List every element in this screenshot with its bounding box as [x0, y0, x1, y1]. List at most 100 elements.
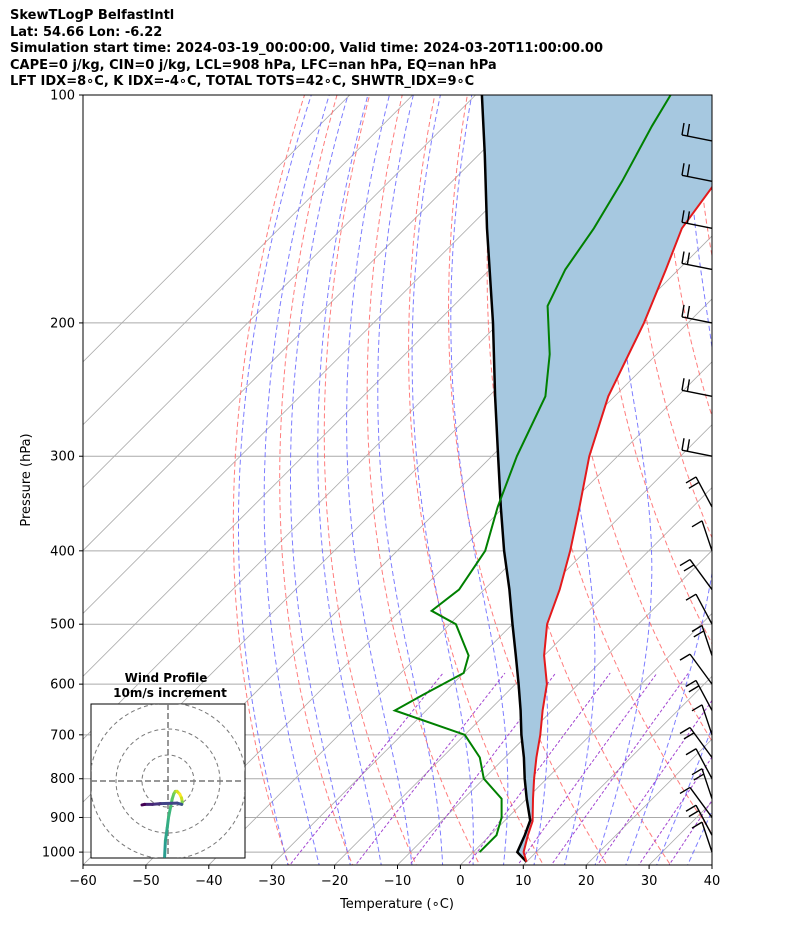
header-line-latlon: Lat: 54.66 Lon: -6.22: [10, 24, 163, 40]
wind-barbs: [679, 122, 713, 853]
y-tick-label: 100: [50, 89, 75, 104]
mixing-ratio-line: [638, 756, 712, 865]
header-line-station: SkewTLogP BelfastIntl: [10, 8, 175, 23]
x-tick-label: 20: [578, 874, 595, 889]
hodograph-trace-segment: [140, 802, 147, 807]
wind-barb: [685, 804, 713, 836]
mixing-ratio-line: [550, 672, 689, 865]
mixing-ratio-line: [289, 672, 444, 865]
wind-barb: [691, 704, 713, 736]
isotherm-line: [83, 95, 539, 552]
moist-adiabat: [710, 95, 794, 883]
hodograph-trace-segment: [167, 805, 173, 819]
y-tick-label: 400: [50, 544, 75, 559]
dry-adiabat: [560, 95, 712, 743]
isotherm-line: [271, 424, 712, 865]
dry-adiabat: [728, 95, 794, 883]
wind-barb: [681, 378, 713, 397]
y-tick-label: 900: [50, 811, 75, 826]
x-tick-label: 10: [515, 874, 532, 889]
mixing-ratio-line: [668, 799, 712, 865]
wind-barb: [691, 624, 713, 656]
dry-adiabat: [408, 95, 544, 865]
y-tick-label: 500: [50, 618, 75, 633]
hodograph-trace-segment: [165, 815, 171, 830]
wind-barb: [681, 163, 713, 182]
cape-shading: [481, 95, 712, 862]
temperature-profile-line: [522, 185, 712, 863]
mixing-ratio-line: [354, 672, 506, 865]
wind-barb: [691, 821, 713, 853]
profiles: [392, 95, 712, 863]
y-tick-label: 300: [50, 450, 75, 465]
header-line-indices: LFT IDX=8∘C, K IDX=-4∘C, TOTAL TOTS=42∘C…: [10, 74, 475, 90]
moist-adiabat: [625, 95, 712, 865]
chart-header: SkewTLogP BelfastIntl Lat: 54.66 Lon: -6…: [10, 8, 603, 91]
hodograph-trace-segment: [163, 826, 169, 843]
moist-adiabat: [450, 95, 509, 865]
moist-adiabat: [687, 809, 712, 865]
y-tick-label: 600: [50, 678, 75, 693]
x-tick-label: 30: [641, 874, 658, 889]
y-axis-label: Pressure (hPa): [19, 433, 34, 526]
wind-barb: [679, 653, 713, 685]
x-tick-label: −30: [258, 874, 285, 889]
moist-adiabat: [411, 95, 474, 865]
dry-adiabat: [366, 95, 481, 865]
y-tick-label: 200: [50, 316, 75, 331]
x-tick-label: 0: [456, 874, 464, 889]
wind-barb: [681, 304, 713, 324]
header-line-times: Simulation start time: 2024-03-19_00:00:…: [10, 41, 603, 57]
y-tick-label: 800: [50, 772, 75, 787]
dry-adiabat: [232, 95, 305, 865]
isotherm-line: [396, 549, 712, 865]
x-tick-label: −60: [69, 874, 96, 889]
moist-adiabat: [594, 95, 653, 865]
wind-barb: [685, 679, 713, 711]
moist-adiabat: [238, 95, 312, 865]
moist-adiabat: [263, 95, 330, 865]
y-tick-label: 1000: [42, 846, 75, 861]
isotherm-line: [334, 487, 712, 865]
hodograph-trace-segment: [163, 839, 167, 858]
wind-barb: [681, 438, 713, 457]
wind-barb: [685, 748, 713, 780]
cape-fill-area: [481, 95, 712, 862]
wind-barb: [681, 122, 713, 142]
wind-barb: [679, 558, 713, 590]
isotherm-line: [459, 612, 712, 865]
header-line-cape: CAPE=0 j/kg, CIN=0 j/kg, LCL=908 hPa, LF…: [10, 57, 497, 73]
dewpoint-profile-line: [392, 95, 672, 853]
mixing-ratio-line: [467, 672, 611, 865]
hodograph-plot: [91, 704, 245, 858]
dry-adiabat: [323, 95, 417, 865]
y-tick-label: 700: [50, 728, 75, 743]
x-tick-label: 40: [704, 874, 721, 889]
isotherm-line: [711, 864, 712, 865]
moist-adiabat: [290, 95, 351, 865]
moist-adiabat: [656, 726, 712, 865]
dry-adiabat: [279, 95, 354, 865]
hodograph-trace-segment: [158, 801, 179, 806]
grid-layer: [83, 95, 794, 883]
wind-barb: [679, 786, 713, 818]
isotherm-line: [83, 95, 476, 489]
wind-barb: [685, 476, 713, 508]
dry-adiabat: [448, 95, 608, 865]
moist-adiabat: [547, 95, 596, 865]
dry-adiabat: [761, 95, 794, 883]
x-axis-label: Temperature (∘C): [339, 897, 454, 912]
wind-barb: [681, 251, 713, 271]
x-tick-label: −20: [321, 874, 348, 889]
moist-adiabat: [377, 95, 444, 865]
moist-adiabat: [346, 95, 413, 865]
isotherm-line: [83, 95, 351, 363]
isotherm-line: [83, 95, 413, 426]
y-axis: 1000 900 800 700 600 500 400 300 200 100: [42, 89, 83, 861]
isotherm-line: [83, 95, 602, 614]
hodograph-title: Wind Profile: [125, 671, 208, 685]
mixing-ratio-line: [596, 699, 712, 865]
x-axis: −60 −50 −40 −30 −20 −10 0 10 20 30 40: [69, 865, 720, 889]
x-tick-label: −50: [132, 874, 159, 889]
